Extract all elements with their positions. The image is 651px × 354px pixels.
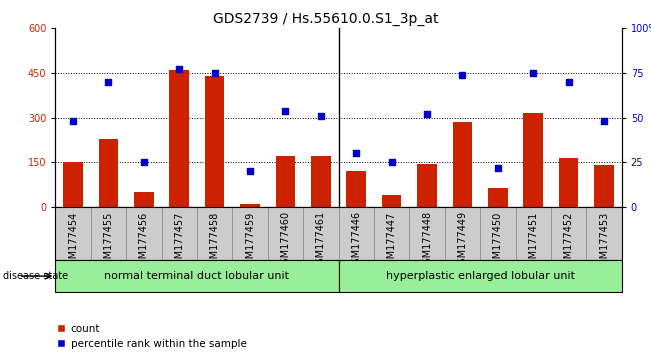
Point xyxy=(245,169,255,174)
Text: GSM177454: GSM177454 xyxy=(68,211,78,270)
Point xyxy=(422,111,432,117)
Text: GSM177459: GSM177459 xyxy=(245,211,255,270)
Bar xyxy=(197,207,232,260)
Bar xyxy=(339,260,622,292)
Text: GSM177449: GSM177449 xyxy=(458,211,467,270)
Bar xyxy=(55,207,90,260)
Bar xyxy=(126,207,161,260)
Bar xyxy=(445,207,480,260)
Bar xyxy=(409,207,445,260)
Bar xyxy=(374,207,409,260)
Bar xyxy=(516,207,551,260)
Point xyxy=(457,72,467,78)
Bar xyxy=(488,188,508,207)
Bar xyxy=(417,164,437,207)
Bar xyxy=(99,138,118,207)
Legend: count, percentile rank within the sample: count, percentile rank within the sample xyxy=(57,324,247,349)
Bar xyxy=(169,70,189,207)
Text: GSM177455: GSM177455 xyxy=(104,211,113,271)
Bar xyxy=(275,156,295,207)
Bar xyxy=(523,113,543,207)
Point xyxy=(139,160,149,165)
Bar xyxy=(551,207,587,260)
Text: GSM177451: GSM177451 xyxy=(528,211,538,270)
Point xyxy=(280,108,290,113)
Text: GSM177452: GSM177452 xyxy=(564,211,574,271)
Text: hyperplastic enlarged lobular unit: hyperplastic enlarged lobular unit xyxy=(385,271,575,281)
Bar xyxy=(346,171,366,207)
Bar xyxy=(232,207,268,260)
Point xyxy=(493,165,503,171)
Text: GDS2739 / Hs.55610.0.S1_3p_at: GDS2739 / Hs.55610.0.S1_3p_at xyxy=(213,12,438,27)
Bar xyxy=(161,207,197,260)
Bar xyxy=(559,158,578,207)
Text: GSM177460: GSM177460 xyxy=(281,211,290,270)
Text: normal terminal duct lobular unit: normal terminal duct lobular unit xyxy=(104,271,290,281)
Text: GSM177448: GSM177448 xyxy=(422,211,432,270)
Text: GSM177450: GSM177450 xyxy=(493,211,503,270)
Bar xyxy=(240,204,260,207)
Point xyxy=(599,119,609,124)
Point xyxy=(528,70,538,76)
Text: disease state: disease state xyxy=(3,271,68,281)
Text: GSM177461: GSM177461 xyxy=(316,211,326,270)
Text: GSM177458: GSM177458 xyxy=(210,211,219,270)
Bar xyxy=(303,207,339,260)
Point xyxy=(104,79,114,85)
Bar xyxy=(205,76,225,207)
Bar xyxy=(480,207,516,260)
Bar xyxy=(587,207,622,260)
Text: GSM177446: GSM177446 xyxy=(352,211,361,270)
Text: GSM177447: GSM177447 xyxy=(387,211,396,270)
Bar xyxy=(452,122,472,207)
Bar xyxy=(339,207,374,260)
Bar xyxy=(594,165,614,207)
Bar xyxy=(63,162,83,207)
Bar xyxy=(90,207,126,260)
Bar xyxy=(382,195,402,207)
Text: GSM177456: GSM177456 xyxy=(139,211,149,270)
Bar xyxy=(311,156,331,207)
Point xyxy=(210,70,220,76)
Point xyxy=(387,160,397,165)
Point xyxy=(563,79,574,85)
Bar xyxy=(55,260,339,292)
Point xyxy=(351,151,361,156)
Bar xyxy=(134,192,154,207)
Bar xyxy=(268,207,303,260)
Point xyxy=(174,67,184,72)
Text: GSM177457: GSM177457 xyxy=(174,211,184,271)
Text: GSM177453: GSM177453 xyxy=(599,211,609,270)
Point xyxy=(68,119,78,124)
Point xyxy=(316,113,326,119)
